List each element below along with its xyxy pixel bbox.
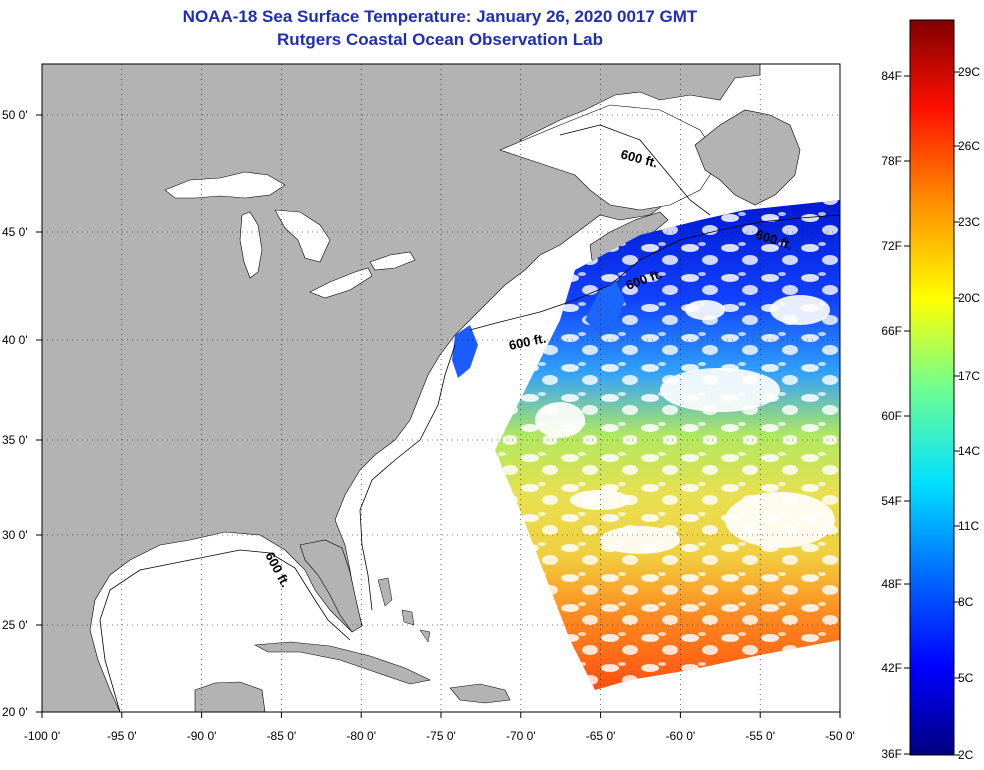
newfoundland-land: [694, 109, 801, 206]
colorbar-f-label: 84F: [881, 69, 902, 83]
lat-label: 20 0': [2, 705, 28, 719]
cloud-patches: [535, 295, 835, 554]
colorbar-f-label: 48F: [881, 577, 902, 591]
colorbar-ticks: 84F 78F 72F 66F 60F 54F 48F 42F 36F 29C 26C 23C 20C 1…: [881, 65, 980, 762]
colorbar-f-label: 66F: [881, 324, 902, 338]
gulf-of-maine-sst: [585, 280, 625, 335]
lon-label: -85 0': [267, 729, 297, 743]
axis-ticks: -100 0' -95 0' -90 0' -85 0' -80 0' -75 0' -70…: [2, 108, 855, 743]
florida-peninsula: [299, 539, 363, 633]
colorbar-c-label: 23C: [958, 215, 980, 229]
map-subtitle: Rutgers Coastal Ocean Observation Lab: [277, 30, 603, 49]
colorbar-c-label: 20C: [958, 291, 980, 305]
lon-label: -70 0': [506, 729, 536, 743]
cuba-land: [253, 641, 431, 685]
lake-michigan: [239, 211, 263, 279]
lake-ontario: [369, 251, 416, 271]
map-title: NOAA-18 Sea Surface Temperature: January…: [182, 7, 698, 26]
colorbar-f-label: 60F: [881, 409, 902, 423]
colorbar-c-label: 11C: [958, 519, 979, 533]
colorbar-c-label: 2C: [958, 748, 974, 762]
colorbar-f-label: 78F: [881, 154, 902, 168]
coastal-sst-patch: [452, 325, 478, 378]
colorbar-f-label: 72F: [881, 239, 902, 253]
lat-label: 40 0': [2, 333, 28, 347]
colorbar-c-label: 17C: [958, 369, 980, 383]
north-america-land: [42, 64, 761, 712]
yucatan-land: [194, 681, 266, 712]
lat-label: 50 0': [2, 108, 28, 122]
lon-label: -65 0': [586, 729, 616, 743]
lake-erie: [309, 267, 373, 299]
hispaniola-land: [449, 683, 511, 704]
lon-label: -100 0': [24, 729, 60, 743]
graticule: [42, 64, 840, 712]
colorbar-c-label: 29C: [958, 65, 980, 79]
lon-label: -55 0': [745, 729, 775, 743]
colorbar-f-label: 54F: [881, 494, 902, 508]
colorbar: [909, 19, 955, 756]
lon-label: -75 0': [426, 729, 456, 743]
colorbar-c-label: 5C: [958, 671, 974, 685]
lake-superior: [164, 171, 286, 199]
gulf-of-st-lawrence: [499, 104, 721, 211]
lat-label: 25 0': [2, 618, 28, 632]
colorbar-f-label: 42F: [881, 661, 902, 675]
lon-label: -80 0': [346, 729, 376, 743]
cloud-mask: [495, 200, 840, 690]
lon-label: -60 0': [666, 729, 696, 743]
lake-huron: [274, 209, 331, 263]
lon-label: -90 0': [187, 729, 217, 743]
lon-label: -50 0': [825, 729, 855, 743]
colorbar-c-label: 26C: [958, 139, 980, 153]
colorbar-f-label: 36F: [881, 747, 902, 761]
colorbar-c-label: 8C: [958, 595, 974, 609]
bahamas-islands: [377, 577, 431, 643]
colorbar-c-label: 14C: [958, 444, 980, 458]
lat-label: 30 0': [2, 528, 28, 542]
lat-label: 45 0': [2, 225, 28, 239]
contour-600ft: [99, 124, 840, 712]
lon-label: -95 0': [107, 729, 137, 743]
lat-label: 35 0': [2, 433, 28, 447]
